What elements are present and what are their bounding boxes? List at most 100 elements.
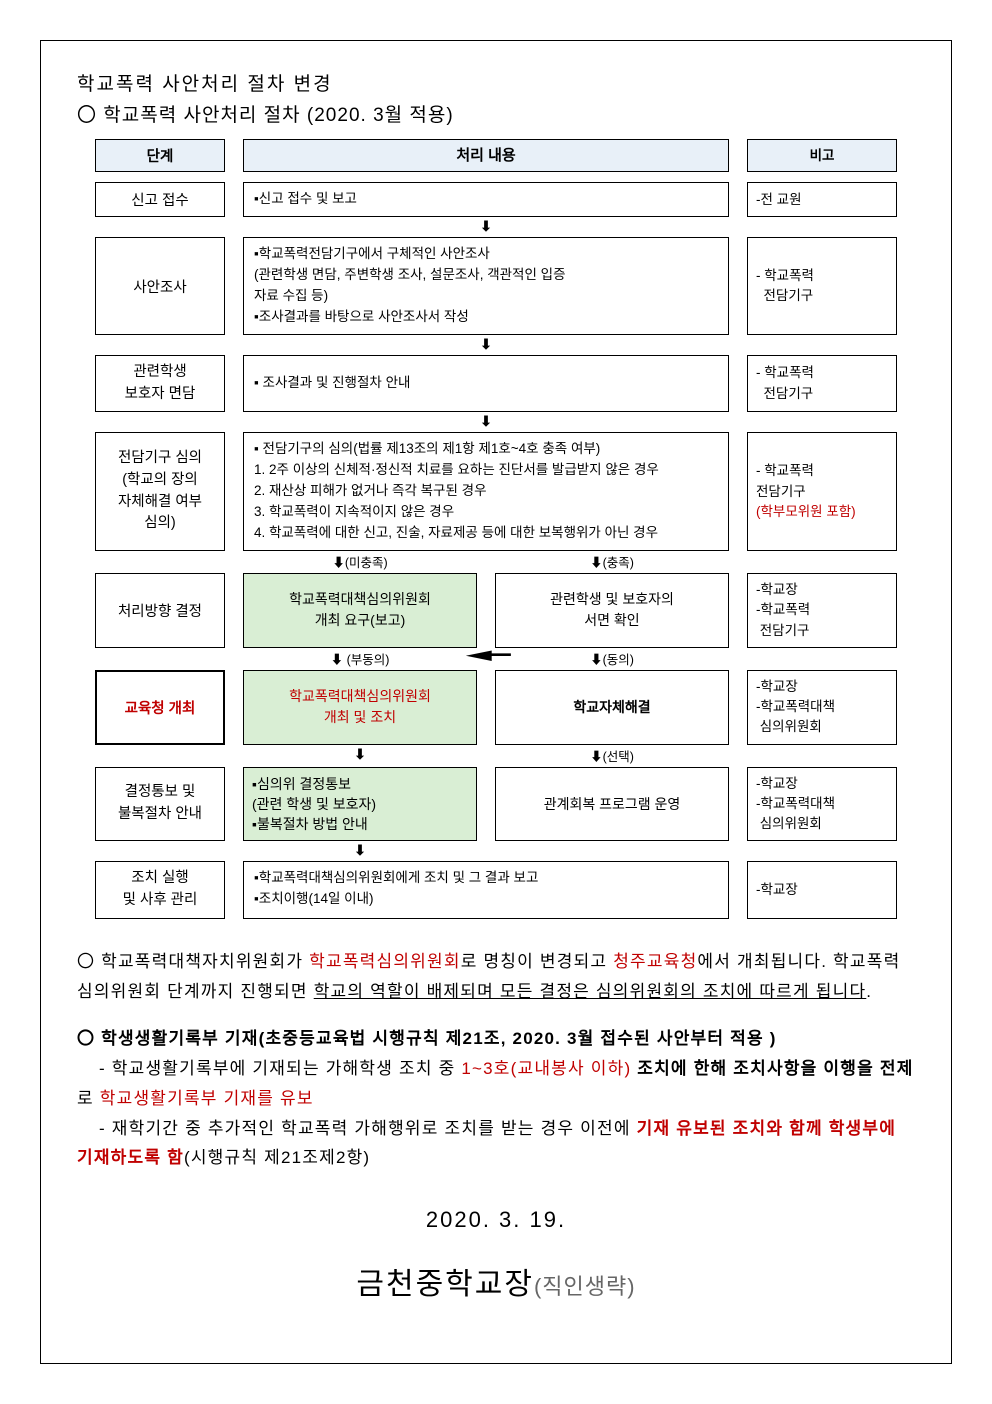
arrow-3: ⬇ [85, 412, 907, 432]
col-header-content: 처리 내용 [243, 139, 729, 172]
flowchart: 단계 처리 내용 비고 신고 접수 ▪신고 접수 및 보고 -전 교원 ⬇ 사안… [85, 139, 907, 919]
note-4-red: (학부모위원 포함) [756, 502, 856, 522]
content-2-l2: (관련학생 면담, 주변학생 조사, 설문조사, 객관적인 입증 [254, 265, 718, 286]
note-7: -학교장 -학교폭력대책 심의위원회 [747, 767, 897, 842]
content-1: ▪신고 접수 및 보고 [243, 182, 729, 217]
flow-row-8: 조치 실행 및 사후 관리 ▪학교폭력대책심의위원회에게 조치 및 그 결과 보… [85, 861, 907, 919]
c8-2: ▪조치이행(14일 이내) [254, 889, 718, 910]
c4-3: 2. 재산상 피해가 없거나 즉각 복구된 경우 [254, 481, 718, 502]
flow-row-4: 전담기구 심의 (학교의 장의 자체해결 여부 심의) ▪ 전담기구의 심의(법… [85, 432, 907, 551]
stamp-note: (직인생략) [534, 1274, 636, 1299]
flow-row-6: 교육청 개최 학교폭력대책심의위원회 개최 및 조치 학교자체해결 -학교장 -… [85, 670, 907, 745]
note-8: -학교장 [747, 861, 897, 919]
diagonal-arrow-icon: ◀━ [467, 647, 510, 662]
c7l-2: (관련 학생 및 보호자) [252, 794, 376, 814]
step-6: 교육청 개최 [95, 670, 225, 745]
arrow-6-right: ⬇(선택) [495, 745, 729, 767]
arrow-2: ⬇ [85, 335, 907, 355]
arrow-4: ⬇(미충족) ⬇(충족) [85, 551, 907, 573]
step-4: 전담기구 심의 (학교의 장의 자체해결 여부 심의) [95, 432, 225, 551]
step-4-l3: 자체해결 여부 [118, 492, 202, 514]
arrow-4-left: ⬇(미충족) [243, 551, 477, 573]
c5l-2: 개최 요구(보고) [315, 610, 406, 631]
col-header-note: 비고 [747, 139, 897, 172]
paragraph-block: 〇 학교폭력대책자치위원회가 학교폭력심의위원회로 명칭이 변경되고 청주교육청… [77, 947, 915, 1173]
content-2-l4: ▪조사결과를 바탕으로 사안조사서 작성 [254, 307, 718, 328]
signer-name: 금천중학교장 [356, 1268, 534, 1301]
content-6-right: 학교자체해결 [495, 670, 729, 745]
c6l-2: 개최 및 조치 [324, 707, 396, 728]
document-frame: 학교폭력 사안처리 절차 변경 〇 학교폭력 사안처리 절차 (2020. 3월… [40, 40, 952, 1364]
step-8-l1: 조치 실행 [131, 868, 188, 890]
c7l-1: ▪심의위 결정통보 [252, 774, 351, 794]
flow-row-5: 처리방향 결정 학교폭력대책심의위원회 개최 요구(보고) 관련학생 및 보호자… [85, 573, 907, 648]
c6l-1: 학교폭력대책심의위원회 [289, 686, 431, 707]
step-1: 신고 접수 [95, 182, 225, 217]
c7l-3: ▪불복절차 방법 안내 [252, 814, 368, 834]
content-6: 학교폭력대책심의위원회 개최 및 조치 학교자체해결 [243, 670, 729, 745]
content-8: ▪학교폭력대책심의위원회에게 조치 및 그 결과 보고 ▪조치이행(14일 이내… [243, 861, 729, 919]
arrow-7: ⬇ [85, 841, 907, 861]
c4-5: 4. 학교폭력에 대한 신고, 진술, 자료제공 등에 대한 보복행위가 아닌 … [254, 523, 718, 544]
step-5: 처리방향 결정 [95, 573, 225, 648]
content-4: ▪ 전담기구의 심의(법률 제13조의 제1항 제1호~4호 충족 여부) 1.… [243, 432, 729, 551]
content-5-left: 학교폭력대책심의위원회 개최 요구(보고) [243, 573, 477, 648]
step-7-l1: 결정통보 및 [125, 782, 196, 804]
c5r-2: 서면 확인 [584, 610, 639, 631]
c4-1: ▪ 전담기구의 심의(법률 제13조의 제1항 제1호~4호 충족 여부) [254, 439, 718, 460]
arrow-1: ⬇ [85, 217, 907, 237]
note-6: -학교장 -학교폭력대책 심의위원회 [747, 670, 897, 745]
arrow-4-right: ⬇(충족) [495, 551, 729, 573]
note-4: - 학교폭력 전담기구 (학부모위원 포함) [747, 432, 897, 551]
signature-line: 금천중학교장(직인생략) [77, 1259, 915, 1303]
step-3-l1: 관련학생 [133, 362, 186, 384]
content-2-l1: ▪학교폭력전담기구에서 구체적인 사안조사 [254, 244, 718, 265]
step-8-l2: 및 사후 관리 [123, 890, 198, 912]
flow-row-7: 결정통보 및 불복절차 안내 ▪심의위 결정통보 (관련 학생 및 보호자) ▪… [85, 767, 907, 842]
doc-title: 학교폭력 사안처리 절차 변경 [77, 69, 915, 96]
step-3: 관련학생 보호자 면담 [95, 355, 225, 413]
c8-1: ▪학교폭력대책심의위원회에게 조치 및 그 결과 보고 [254, 868, 718, 889]
step-4-l2: (학교의 장의 [122, 470, 198, 492]
content-7-left: ▪심의위 결정통보 (관련 학생 및 보호자) ▪불복절차 방법 안내 [243, 767, 477, 842]
step-3-l2: 보호자 면담 [125, 384, 196, 406]
arrow-5-left: ⬇ (부동의) ◀━ [243, 648, 477, 670]
step-7: 결정통보 및 불복절차 안내 [95, 767, 225, 842]
content-2: ▪학교폭력전담기구에서 구체적인 사안조사 (관련학생 면담, 주변학생 조사,… [243, 237, 729, 335]
para-1: 〇 학교폭력대책자치위원회가 학교폭력심의위원회로 명칭이 변경되고 청주교육청… [77, 947, 915, 1007]
document-date: 2020. 3. 19. [77, 1207, 915, 1233]
content-5-right: 관련학생 및 보호자의 서면 확인 [495, 573, 729, 648]
step-2: 사안조사 [95, 237, 225, 335]
arrow-6-left: ⬇ [243, 745, 477, 767]
flow-row-3: 관련학생 보호자 면담 ▪ 조사결과 및 진행절차 안내 - 학교폭력 전담기구 [85, 355, 907, 413]
col-header-step: 단계 [95, 139, 225, 172]
content-3: ▪ 조사결과 및 진행절차 안내 [243, 355, 729, 413]
arrow-5-right: ⬇(동의) [495, 648, 729, 670]
flow-row-1: 신고 접수 ▪신고 접수 및 보고 -전 교원 [85, 182, 907, 217]
para-2: 〇 학생생활기록부 기재(초중등교육법 시행규칙 제21조, 2020. 3월 … [77, 1024, 915, 1173]
c4-4: 3. 학교폭력이 지속적이지 않은 경우 [254, 502, 718, 523]
content-7: ▪심의위 결정통보 (관련 학생 및 보호자) ▪불복절차 방법 안내 관계회복… [243, 767, 729, 842]
step-7-l2: 불복절차 안내 [118, 804, 202, 826]
doc-subtitle: 〇 학교폭력 사안처리 절차 (2020. 3월 적용) [77, 100, 915, 127]
c4-2: 1. 2주 이상의 신체적·정신적 치료를 요하는 진단서를 발급받지 않은 경… [254, 460, 718, 481]
arrow-5: ⬇ (부동의) ◀━ ⬇(동의) [85, 648, 907, 670]
step-4-l1: 전담기구 심의 [118, 448, 202, 470]
note-4-l1: - 학교폭력 [756, 461, 856, 481]
c5l-1: 학교폭력대책심의위원회 [289, 589, 431, 610]
step-8: 조치 실행 및 사후 관리 [95, 861, 225, 919]
step-4-l4: 심의) [144, 513, 176, 535]
note-4-l2: 전담기구 [756, 482, 856, 502]
content-7-right: 관계회복 프로그램 운영 [495, 767, 729, 842]
flow-header-row: 단계 처리 내용 비고 [85, 139, 907, 172]
note-5: -학교장 -학교폭력 전담기구 [747, 573, 897, 648]
content-5: 학교폭력대책심의위원회 개최 요구(보고) 관련학생 및 보호자의 서면 확인 [243, 573, 729, 648]
content-6-left: 학교폭력대책심의위원회 개최 및 조치 [243, 670, 477, 745]
content-2-l3: 자료 수집 등) [254, 286, 718, 307]
arrow-6: ⬇ ⬇(선택) [85, 745, 907, 767]
note-3: - 학교폭력 전담기구 [747, 355, 897, 413]
note-2: - 학교폭력 전담기구 [747, 237, 897, 335]
flow-row-2: 사안조사 ▪학교폭력전담기구에서 구체적인 사안조사 (관련학생 면담, 주변학… [85, 237, 907, 335]
note-1: -전 교원 [747, 182, 897, 217]
c5r-1: 관련학생 및 보호자의 [550, 589, 674, 610]
